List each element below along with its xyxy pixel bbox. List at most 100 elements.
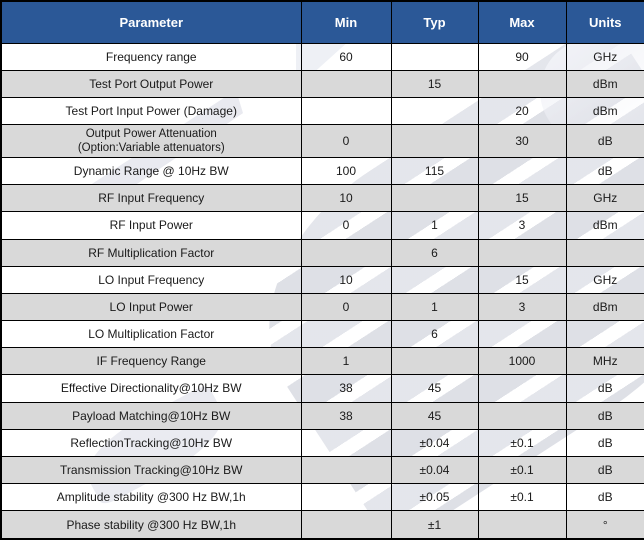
units-cell: [565, 320, 644, 349]
units-cell: dB: [565, 428, 644, 457]
param-cell: RF Multiplication Factor: [0, 238, 302, 267]
max-cell: [477, 320, 567, 349]
max-cell: ±0.1: [477, 483, 567, 512]
units-cell: dB: [565, 455, 644, 485]
table-row: LO Input Power 0 1 3 dBm: [0, 292, 644, 322]
table-row: Frequency range 60 90 GHz: [0, 42, 644, 71]
typ-cell: ±0.04: [390, 455, 479, 485]
table-row: ReflectionTracking@10Hz BW ±0.04 ±0.1 dB: [0, 428, 644, 457]
typ-cell: [390, 347, 479, 376]
max-cell: 3: [477, 292, 567, 322]
param-cell: IF Frequency Range: [0, 347, 302, 376]
units-cell: dB: [565, 157, 644, 186]
units-cell: GHz: [565, 184, 644, 213]
param-cell: ReflectionTracking@10Hz BW: [0, 428, 302, 457]
units-cell: dBm: [565, 292, 644, 322]
max-cell: ±0.1: [477, 428, 567, 457]
typ-cell: 115: [390, 157, 479, 186]
min-cell: [300, 428, 392, 457]
min-cell: [300, 238, 392, 267]
min-cell: 1: [300, 347, 392, 376]
typ-cell: 1: [390, 211, 479, 240]
min-cell: 0: [300, 292, 392, 322]
typ-cell: [390, 96, 479, 126]
typ-cell: [390, 124, 479, 159]
typ-cell: [390, 265, 479, 294]
units-cell: MHz: [565, 347, 644, 376]
column-header-max: Max: [477, 0, 567, 44]
table-row: Test Port Output Power 15 dBm: [0, 69, 644, 98]
param-cell: LO Multiplication Factor: [0, 320, 302, 349]
max-cell: 1000: [477, 347, 567, 376]
table-row: Phase stability @300 Hz BW,1h ±1 °: [0, 510, 644, 540]
typ-cell: ±1: [390, 510, 479, 540]
table-row: Payload Matching@10Hz BW 38 45 dB: [0, 401, 644, 430]
table-row: Test Port Input Power (Damage) 20 dBm: [0, 96, 644, 126]
table-row: Effective Directionality@10Hz BW 38 45 dB: [0, 374, 644, 403]
table-row: LO Input Frequency 10 15 GHz: [0, 265, 644, 294]
table-row: RF Input Power 0 1 3 dBm: [0, 211, 644, 240]
units-cell: dBm: [565, 211, 644, 240]
table-header: Parameter Min Typ Max Units: [0, 0, 644, 44]
column-header-units: Units: [565, 0, 644, 44]
typ-cell: 6: [390, 238, 479, 267]
param-cell: RF Input Frequency: [0, 184, 302, 213]
param-cell: Dynamic Range @ 10Hz BW: [0, 157, 302, 186]
max-cell: [477, 157, 567, 186]
param-cell: Test Port Output Power: [0, 69, 302, 98]
min-cell: [300, 510, 392, 540]
min-cell: 100: [300, 157, 392, 186]
param-cell: Transmission Tracking@10Hz BW: [0, 455, 302, 485]
table-row: LO Multiplication Factor 6: [0, 320, 644, 349]
param-cell: Payload Matching@10Hz BW: [0, 401, 302, 430]
param-cell: Frequency range: [0, 42, 302, 71]
max-cell: 15: [477, 184, 567, 213]
units-cell: dBm: [565, 69, 644, 98]
param-cell: LO Input Frequency: [0, 265, 302, 294]
units-cell: dB: [565, 124, 644, 159]
max-cell: [477, 374, 567, 403]
max-cell: 20: [477, 96, 567, 126]
typ-cell: 1: [390, 292, 479, 322]
min-cell: [300, 483, 392, 512]
column-header-parameter: Parameter: [0, 0, 302, 44]
param-cell: Amplitude stability @300 Hz BW,1h: [0, 483, 302, 512]
min-cell: 38: [300, 374, 392, 403]
min-cell: 60: [300, 42, 392, 71]
min-cell: 38: [300, 401, 392, 430]
units-cell: dBm: [565, 96, 644, 126]
table-row: Output Power Attenuation (Option:Variable…: [0, 124, 644, 159]
param-cell: LO Input Power: [0, 292, 302, 322]
param-cell: Effective Directionality@10Hz BW: [0, 374, 302, 403]
typ-cell: ±0.05: [390, 483, 479, 512]
min-cell: 10: [300, 265, 392, 294]
max-cell: [477, 510, 567, 540]
units-cell: °: [565, 510, 644, 540]
units-cell: dB: [565, 401, 644, 430]
max-cell: 30: [477, 124, 567, 159]
min-cell: [300, 455, 392, 485]
units-cell: dB: [565, 483, 644, 512]
min-cell: [300, 320, 392, 349]
min-cell: 10: [300, 184, 392, 213]
min-cell: 0: [300, 124, 392, 159]
table-row: RF Multiplication Factor 6: [0, 238, 644, 267]
max-cell: 15: [477, 265, 567, 294]
column-header-typ: Typ: [390, 0, 479, 44]
table-row: Dynamic Range @ 10Hz BW 100 115 dB: [0, 157, 644, 186]
units-cell: dB: [565, 374, 644, 403]
min-cell: [300, 69, 392, 98]
table-row: Amplitude stability @300 Hz BW,1h ±0.05 ±0…: [0, 483, 644, 512]
param-cell: RF Input Power: [0, 211, 302, 240]
typ-cell: 45: [390, 374, 479, 403]
column-header-min: Min: [300, 0, 392, 44]
header-row: Parameter Min Typ Max Units: [0, 0, 644, 44]
typ-cell: 15: [390, 69, 479, 98]
param-cell-line2: (Option:Variable attenuators): [77, 142, 225, 155]
typ-cell: [390, 42, 479, 71]
typ-cell: 45: [390, 401, 479, 430]
param-cell: Test Port Input Power (Damage): [0, 96, 302, 126]
table-body: Frequency range 60 90 GHz Test Port Output P…: [0, 42, 644, 540]
